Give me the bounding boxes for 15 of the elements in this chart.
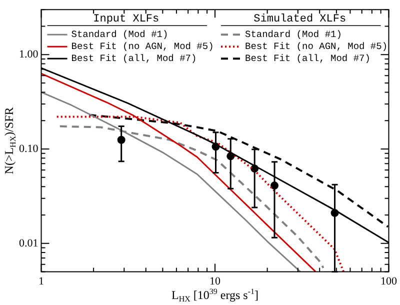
y-tick-label: 0.10	[19, 142, 39, 155]
legend-label: Best Fit (all, Mod #7)	[245, 53, 370, 64]
x-tick-label: 100	[380, 275, 398, 288]
legend-label: Best Fit (all, Mod #7)	[71, 53, 197, 64]
x-tick-label: 10	[210, 275, 221, 288]
y-axis-title: N(>LHX)/SFR	[2, 107, 18, 174]
x-tick-label: 1	[38, 275, 44, 288]
legend-label: Best Fit (no AGN, Mod #5)	[71, 41, 214, 52]
annotation: Simulated XLFs	[254, 14, 346, 26]
y-tick-label: 0.01	[19, 237, 38, 250]
legend-label: Best Fit (no AGN, Mod #5)	[245, 41, 388, 52]
y-tick-label: 1.00	[19, 48, 39, 61]
annotation: Input XLFs	[93, 14, 160, 26]
legend-label: Standard (Mod #1)	[245, 29, 342, 40]
legend-label: Standard (Mod #1)	[71, 29, 168, 40]
